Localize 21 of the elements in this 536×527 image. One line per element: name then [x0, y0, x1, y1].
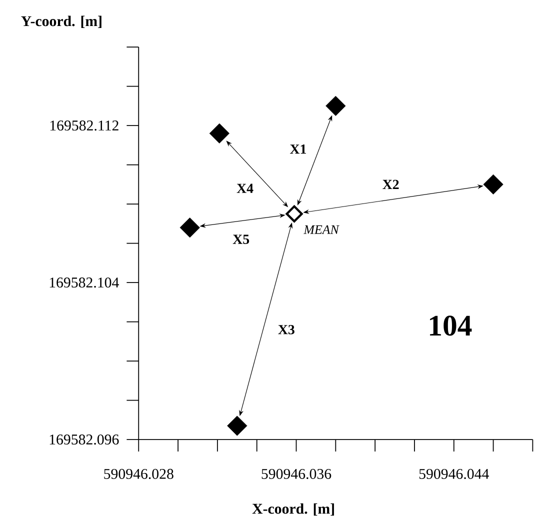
x-tick-label: 590946.044 [419, 468, 489, 479]
x-tick-label: 590946.028 [104, 468, 174, 479]
x-axis-title: X-coord. [m] [252, 503, 334, 516]
y-tick-label: 169582.112 [50, 120, 118, 130]
point [180, 217, 200, 238]
y-tick-label: 169582.096 [50, 434, 119, 444]
legend-label: MEAN [304, 225, 340, 234]
annotation: 104 [430, 315, 472, 336]
point [286, 205, 303, 222]
x-tick-label: 590946.036 [262, 468, 332, 479]
annotation: X4 [236, 184, 254, 193]
point [326, 96, 346, 116]
annotation: X2 [382, 180, 399, 189]
y-axis-title: Y-coord. [m] [21, 16, 102, 28]
point [227, 416, 248, 436]
annotation: X5 [232, 234, 250, 244]
annotation: X1 [290, 144, 306, 154]
point [483, 174, 504, 194]
y-tick-label: 169582.104 [50, 277, 119, 288]
annotation: X3 [278, 324, 294, 334]
point [209, 123, 230, 144]
